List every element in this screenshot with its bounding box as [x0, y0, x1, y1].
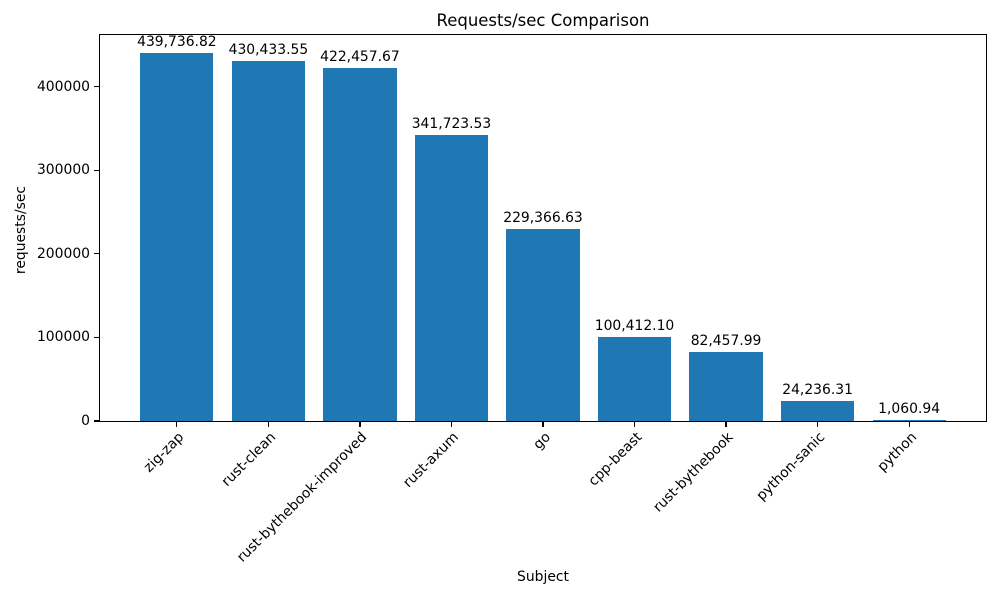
- bars-layer: 439,736.82 430,433.55 422,457.67 341,723.53…: [100, 34, 986, 421]
- bar-value-label: 82,457.99: [690, 333, 762, 350]
- x-tick-label: python: [874, 429, 920, 475]
- x-tick-mark: [267, 422, 269, 427]
- bar-value-label: 229,366.63: [503, 210, 583, 227]
- x-tick-label: python-sanic: [753, 429, 829, 505]
- bar-value-label: 430,433.55: [228, 42, 309, 59]
- x-tick-mark: [542, 422, 544, 427]
- y-tick-mark: [94, 253, 99, 255]
- y-tick-mark: [94, 336, 99, 338]
- bar: [414, 135, 489, 421]
- plot-area: 439,736.82 430,433.55 422,457.67 341,723.53…: [37, 34, 987, 565]
- y-tick-mark: [94, 169, 99, 171]
- bar: [780, 400, 855, 421]
- bar-value-label: 439,736.82: [137, 34, 217, 51]
- x-axis-label: Subject: [517, 569, 569, 585]
- bar: [689, 352, 763, 421]
- x-tick-label: zig-zap: [141, 429, 188, 476]
- x-tick-mark: [633, 422, 636, 427]
- x-tick-mark: [908, 422, 910, 427]
- bar: [597, 337, 672, 421]
- x-tick-label: rust-bythebook: [650, 429, 737, 516]
- x-tick-mark: [725, 422, 727, 427]
- y-tick-mark: [94, 86, 99, 88]
- x-tick-mark: [450, 422, 453, 427]
- y-axis-label: requests/sec: [13, 185, 29, 275]
- x-tick-mark: [176, 422, 178, 427]
- bar-value-label: 341,723.53: [411, 116, 492, 133]
- bar: [140, 53, 214, 421]
- bar-value-label: 100,412.10: [594, 318, 675, 335]
- bar: [872, 420, 946, 421]
- bar: [506, 229, 580, 421]
- y-tick-label: 100000: [36, 329, 90, 346]
- chart-title: Requests/sec Comparison: [436, 11, 650, 30]
- bar-value-label: 1,060.94: [878, 401, 941, 418]
- bar: [323, 67, 397, 421]
- y-axis-ticks: 0 100000 200000 300000 400000: [37, 35, 986, 428]
- x-axis-ticks: zig-zap rust-clean rust-bythebook-improved…: [100, 35, 986, 565]
- x-tick-mark: [816, 422, 819, 427]
- y-tick-label: 400000: [36, 78, 90, 95]
- bar: [231, 61, 306, 421]
- y-tick-label: 0: [81, 413, 90, 429]
- x-tick-mark: [359, 422, 361, 427]
- x-tick-label: rust-axum: [400, 429, 463, 492]
- y-tick-label: 200000: [36, 245, 90, 262]
- y-tick-mark: [94, 420, 99, 422]
- bar-value-label: 422,457.67: [320, 48, 400, 65]
- x-tick-label: cpp-beast: [585, 429, 646, 490]
- x-tick-label: rust-clean: [218, 429, 280, 490]
- x-tick-label: go: [530, 429, 554, 453]
- bar-value-label: 24,236.31: [782, 381, 853, 398]
- y-tick-label: 300000: [36, 162, 90, 179]
